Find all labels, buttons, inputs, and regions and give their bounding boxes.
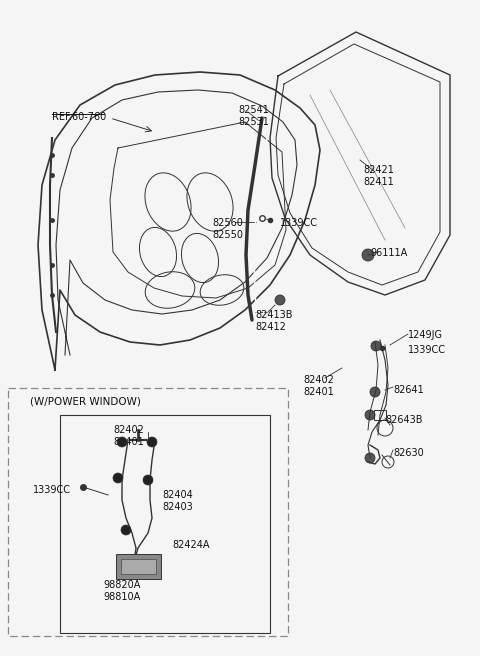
Circle shape — [365, 453, 375, 463]
Circle shape — [371, 341, 381, 351]
Text: REF.60-760: REF.60-760 — [52, 112, 106, 122]
Bar — [116, 554, 161, 579]
Bar — [374, 410, 386, 420]
Circle shape — [113, 473, 123, 483]
Circle shape — [147, 437, 157, 447]
Text: 1339CC: 1339CC — [33, 485, 71, 495]
Circle shape — [121, 525, 131, 535]
Text: 82630: 82630 — [393, 448, 424, 458]
Text: 82421
82411: 82421 82411 — [363, 165, 394, 186]
Text: 96111A: 96111A — [370, 248, 407, 258]
Text: 1339CC: 1339CC — [408, 345, 446, 355]
Circle shape — [143, 475, 153, 485]
Bar — [121, 559, 156, 574]
Text: 1339CC: 1339CC — [280, 218, 318, 228]
Text: 82404
82403: 82404 82403 — [162, 490, 193, 512]
Text: 82541
82531: 82541 82531 — [238, 105, 269, 127]
Circle shape — [362, 249, 374, 261]
Text: 82413B
82412: 82413B 82412 — [255, 310, 292, 331]
Circle shape — [370, 387, 380, 397]
Text: 82643B: 82643B — [385, 415, 422, 425]
Bar — [8, 388, 288, 636]
Circle shape — [275, 295, 285, 305]
Bar — [60, 415, 270, 633]
Text: 82424A: 82424A — [172, 540, 209, 550]
Text: (W/POWER WINDOW): (W/POWER WINDOW) — [30, 397, 141, 407]
Text: 82402
82401: 82402 82401 — [303, 375, 334, 397]
Text: 82641: 82641 — [393, 385, 424, 395]
Text: 98820A
98810A: 98820A 98810A — [103, 580, 140, 602]
Circle shape — [365, 410, 375, 420]
Text: 82560
82550: 82560 82550 — [212, 218, 243, 239]
Text: 82402
82401: 82402 82401 — [113, 425, 144, 447]
Text: 1249JG: 1249JG — [408, 330, 443, 340]
Circle shape — [117, 437, 127, 447]
